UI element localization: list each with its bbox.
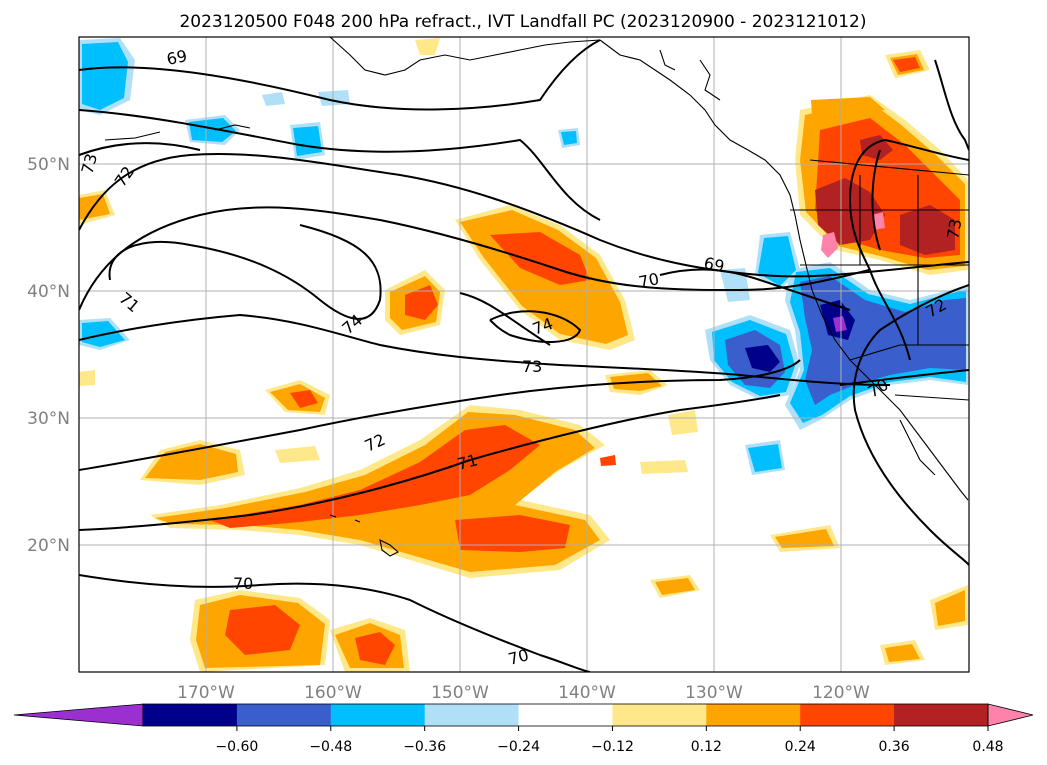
- colorbar-segment: [800, 704, 895, 726]
- colorbar-segments: [143, 704, 989, 726]
- lon-tick-label: 150°W: [431, 683, 489, 703]
- figure-title: 2023120500 F048 200 hPa refract., IVT La…: [179, 12, 866, 32]
- contour-lines: [79, 39, 969, 672]
- colorbar-segment: [518, 704, 613, 726]
- shading-neg060: [833, 316, 847, 332]
- colorbar-segment: [143, 704, 238, 726]
- contour-label: 73: [78, 151, 102, 176]
- colorbar-frame: [142, 703, 989, 727]
- map-frame: [78, 36, 970, 673]
- lon-tick-label: 160°W: [304, 683, 362, 703]
- gridlines: [79, 37, 969, 672]
- contour-label: 73: [522, 357, 542, 376]
- colorbar-tick-label: 0.36: [879, 739, 910, 755]
- contour-label: 70: [506, 645, 531, 669]
- lat-axis: 20°N 30°N 40°N 50°N: [27, 155, 70, 556]
- lon-axis: 170°W 160°W 150°W 140°W 130°W 120°W: [177, 683, 870, 703]
- colorbar-labels: −0.60 −0.48 −0.36 −0.24 −0.12 0.12 0.24 0.36 0.4…: [215, 726, 1004, 755]
- colorbar-segment: [236, 704, 332, 726]
- contour-label: 70: [637, 269, 661, 292]
- colorbar-segment: [612, 704, 707, 726]
- colorbar-segment: [706, 704, 801, 726]
- colorbar-tick-label: 0.48: [972, 739, 1003, 755]
- lon-tick-label: 170°W: [177, 683, 235, 703]
- lon-tick-label: 120°W: [812, 683, 870, 703]
- colorbar: −0.60 −0.48 −0.36 −0.24 −0.12 0.12 0.24 0.36 0.4…: [13, 703, 1034, 755]
- lat-tick-label: 50°N: [27, 155, 70, 175]
- lon-tick-label: 140°W: [558, 683, 616, 703]
- colorbar-tick-label: −0.48: [309, 739, 352, 755]
- contour-label: 69: [702, 253, 726, 276]
- lat-tick-label: 40°N: [27, 282, 70, 302]
- colorbar-segment: [330, 704, 426, 726]
- coastlines: [104, 37, 969, 557]
- colorbar-tick-label: −0.60: [215, 739, 258, 755]
- lat-tick-label: 20°N: [27, 536, 70, 556]
- lat-tick-label: 30°N: [27, 409, 70, 429]
- colorbar-extend-high: [987, 703, 1034, 727]
- colorbar-segment: [894, 704, 989, 726]
- map-panel: 69 73 72 71 74 74 73 72 71 70 69 70 70 7…: [78, 36, 970, 673]
- colorbar-tick-label: 0.12: [691, 739, 722, 755]
- colorbar-extend-low: [13, 703, 144, 727]
- contour-label: 70: [233, 574, 253, 593]
- colorbar-tick-label: −0.36: [403, 739, 446, 755]
- colorbar-tick-label: 0.24: [785, 739, 816, 755]
- contour-label: 71: [455, 450, 480, 474]
- colorbar-segment: [424, 704, 520, 726]
- colorbar-tick-label: −0.24: [497, 739, 540, 755]
- lon-tick-label: 130°W: [685, 683, 743, 703]
- colorbar-tick-label: −0.12: [591, 739, 634, 755]
- contour-label: 69: [165, 46, 189, 69]
- contour-label: 73: [943, 217, 965, 240]
